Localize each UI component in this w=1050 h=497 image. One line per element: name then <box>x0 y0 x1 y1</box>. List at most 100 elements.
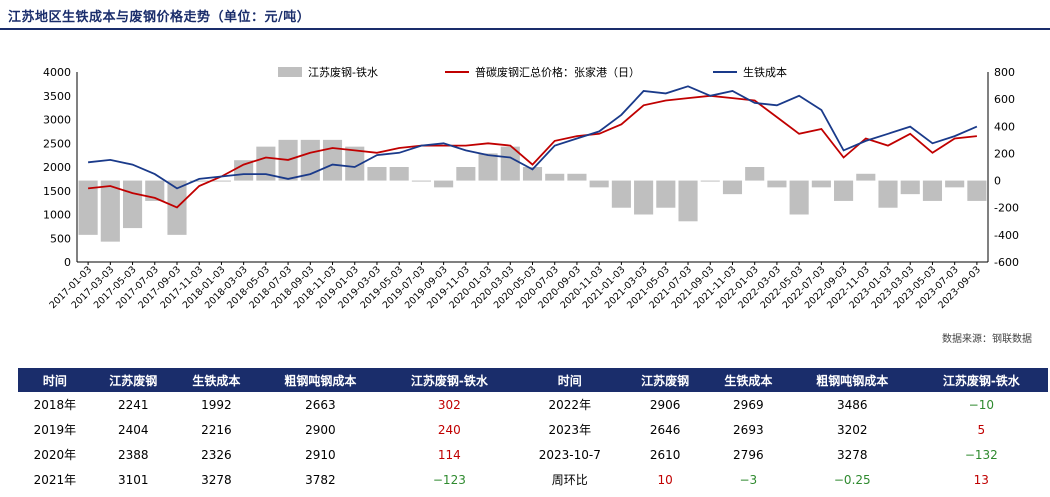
diff-bar <box>589 180 609 188</box>
table-cell: 114 <box>437 447 461 462</box>
diff-bar <box>434 180 454 188</box>
table-cell: 2646 <box>649 422 681 437</box>
table-cell: −10 <box>968 397 994 412</box>
table-row: 2020年 2388 2326 2910 114 2023-10-7 2610 2796 327… <box>18 442 1048 467</box>
diff-bar <box>100 180 120 242</box>
diff-bar <box>367 167 387 181</box>
table-cell: 2216 <box>201 422 232 437</box>
diff-bar <box>322 139 343 181</box>
diff-bar <box>211 180 231 182</box>
diff-bar <box>522 167 543 181</box>
diff-bar <box>634 180 654 215</box>
right-tick-label: 0 <box>994 175 1001 188</box>
summary-table: 时间 江苏废钢 生铁成本 粗钢吨钢成本 江苏废钢-铁水 时间 江苏废钢 生铁成本 粗钢吨钢成本江… <box>18 368 1048 492</box>
table-cell: 2969 <box>733 397 764 412</box>
table-cell: 2023年 <box>548 423 592 437</box>
diff-bar <box>500 146 520 181</box>
diff-bar <box>767 180 787 188</box>
table-cell: −3 <box>739 472 758 487</box>
right-tick-label: 200 <box>994 147 1015 160</box>
data-source: 数据来源：钢联数据 <box>942 334 1032 345</box>
table-cell: 2019年 <box>33 423 77 437</box>
left-tick-label: 4000 <box>43 66 71 79</box>
diff-bar <box>545 173 565 181</box>
legend-label: 普碳废钢汇总价格：张家港（日） <box>475 65 640 79</box>
table-row: 2019年 2404 2216 2900 240 2023年 2646 2693 3202 5 <box>18 417 1048 442</box>
diff-bar <box>700 180 720 182</box>
left-tick-label: 2000 <box>43 161 71 174</box>
scrap-price-line <box>88 94 977 209</box>
table-header-cell: 粗钢吨钢成本 <box>789 368 915 392</box>
table-row: 2018年 2241 1992 2663 302 2022年 2906 2969 3486 −10 <box>18 392 1048 417</box>
table-header-cell: 生铁成本 <box>174 368 258 392</box>
diff-bar <box>678 180 698 222</box>
table-row: 2021年 3101 3278 3782 −123 周环比 10 −3 −0.25 13 <box>18 467 1048 492</box>
table-header-cell: 时间 <box>516 368 624 392</box>
diff-bar <box>78 180 98 235</box>
chart-title: 江苏地区生铁成本与废钢价格走势（单位：元/吨） <box>8 10 311 25</box>
table-cell: 2021年 <box>33 473 77 487</box>
table-cell: 13 <box>973 472 989 487</box>
left-tick-label: 500 <box>50 232 71 245</box>
table-cell: 2388 <box>117 447 149 462</box>
diff-bar <box>878 180 898 208</box>
diff-bar <box>189 180 209 182</box>
left-tick-label: 1000 <box>43 209 71 222</box>
table-header-cell: 江苏废钢 <box>623 368 707 392</box>
table-cell: 2900 <box>305 422 336 437</box>
diff-bar <box>456 167 476 181</box>
diff-bar <box>567 173 587 181</box>
diff-bar <box>300 139 320 181</box>
diff-bar <box>389 167 409 181</box>
diff-bar <box>256 146 276 181</box>
left-tick-label: 3000 <box>43 114 71 127</box>
table-cell: 3278 <box>836 447 868 462</box>
table-cell: 2326 <box>201 447 232 462</box>
diff-bar <box>478 153 498 181</box>
left-tick-label: 2500 <box>43 137 71 150</box>
table-cell: 10 <box>657 472 673 487</box>
table-cell: 2020年 <box>33 448 77 462</box>
pig-iron-cost-line <box>88 85 978 190</box>
table-cell: 3486 <box>836 397 868 412</box>
table-cell: 周环比 <box>551 473 588 487</box>
diff-bar <box>789 180 809 215</box>
table-cell: 2693 <box>733 422 764 437</box>
table-cell: 3278 <box>201 472 232 487</box>
right-tick-label: -400 <box>994 229 1019 242</box>
table-cell: 2663 <box>305 397 336 412</box>
diff-bar <box>411 180 431 182</box>
table-header-cell: 粗钢吨钢成本 <box>257 368 383 392</box>
table-cell: 2796 <box>733 447 764 462</box>
table-header-cell: 时间 <box>18 368 92 392</box>
diff-bar <box>611 180 631 208</box>
table-cell: 2241 <box>117 397 149 412</box>
diff-bar <box>945 180 965 188</box>
table-header-cell: 生铁成本 <box>706 368 790 392</box>
table-header-cell: 江苏废钢-铁水 <box>914 368 1048 392</box>
left-tick-label: 0 <box>64 256 71 269</box>
table-cell: 5 <box>977 422 986 437</box>
left-tick-label: 1500 <box>43 185 71 198</box>
table-header-row: 时间 江苏废钢 生铁成本 粗钢吨钢成本 江苏废钢-铁水 时间 江苏废钢 生铁成本 粗钢吨钢成本江… <box>18 368 1048 392</box>
right-tick-label: 800 <box>994 66 1015 79</box>
table-cell: 2906 <box>649 397 681 412</box>
diff-bar <box>967 180 987 201</box>
table-cell: 3782 <box>305 472 336 487</box>
diff-bar <box>745 167 765 181</box>
table-cell: 2404 <box>117 422 149 437</box>
diff-bar <box>345 146 365 181</box>
table-cell: 302 <box>437 397 461 412</box>
legend-swatch-bar <box>278 67 302 77</box>
table-cell: 3202 <box>836 422 868 437</box>
diff-bar <box>922 180 943 201</box>
right-tick-label: -600 <box>994 256 1019 269</box>
table-cell: 2018年 <box>33 398 77 412</box>
table-cell: 3101 <box>117 472 149 487</box>
right-tick-label: 600 <box>994 93 1015 106</box>
table-cell: 2910 <box>305 447 336 462</box>
table-cell: 2022年 <box>548 398 592 412</box>
table-cell: 2610 <box>649 447 681 462</box>
diff-bar <box>145 180 165 201</box>
diff-bar <box>856 173 876 181</box>
